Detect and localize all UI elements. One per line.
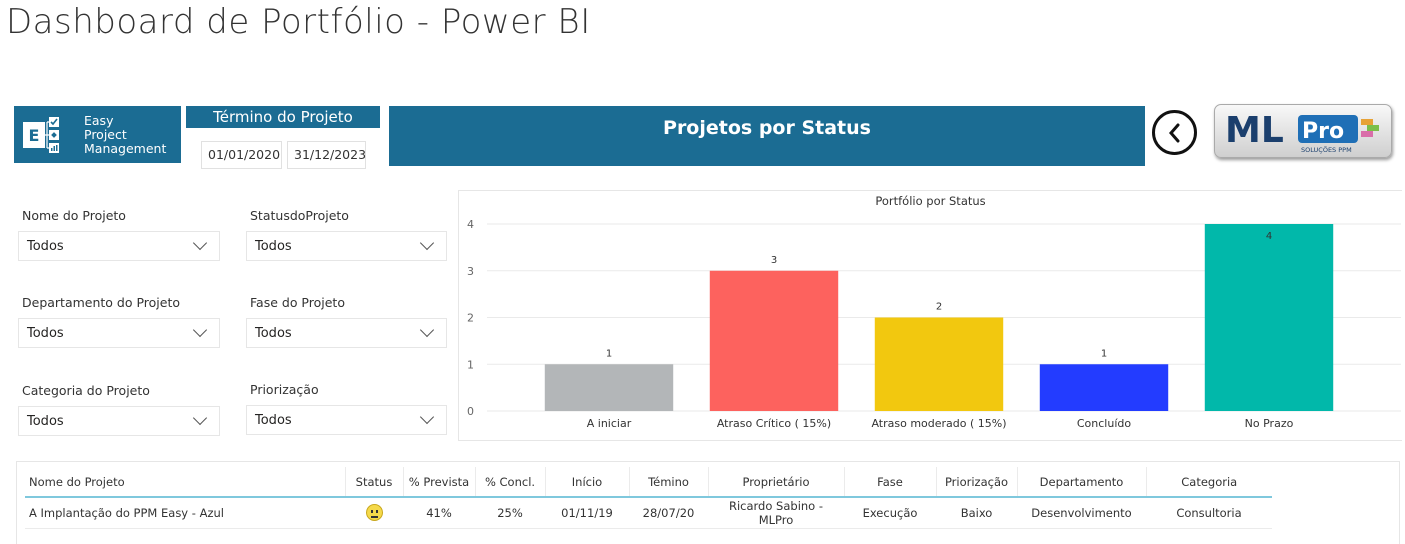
bar — [709, 270, 839, 411]
col-header-priorizacao[interactable]: Priorização — [936, 467, 1018, 498]
col-header-fase[interactable]: Fase — [844, 467, 937, 498]
cell-termino: 28/07/20 — [629, 497, 708, 529]
brand-pro: Pro — [1302, 119, 1344, 144]
table-row[interactable]: A Implantação do PPM Easy - Azul 41% 25%… — [25, 497, 1272, 529]
cell-categoria: Consultoria — [1146, 497, 1272, 529]
cell-concl: 25% — [475, 497, 545, 529]
cell-fase: Execução — [844, 497, 936, 529]
cell-nome: A Implantação do PPM Easy - Azul — [25, 497, 345, 529]
status-banner: Projetos por Status — [389, 106, 1145, 166]
data-label: 4 — [1266, 231, 1272, 242]
x-tick-label: Atraso moderado ( 15%) — [871, 417, 1006, 430]
col-header-status[interactable]: Status — [345, 467, 404, 498]
y-tick-label: 2 — [467, 312, 474, 325]
col-header-nome[interactable]: Nome do Projeto — [25, 467, 346, 498]
date-end-input[interactable]: 31/12/2023 — [287, 141, 366, 169]
col-header-categoria[interactable]: Categoria — [1146, 467, 1272, 498]
data-label: 2 — [936, 302, 942, 313]
slicer-priorizacao[interactable]: Todos — [246, 405, 447, 435]
y-tick-label: 0 — [467, 405, 474, 418]
slicer-label-nome: Nome do Projeto — [22, 208, 126, 223]
page-title: Dashboard de Portfólio - Power BI — [6, 2, 591, 42]
y-tick-label: 1 — [467, 358, 474, 371]
slicer-status-projeto[interactable]: Todos — [246, 231, 447, 261]
mlpro-logo: ML Pro SOLUÇÕES PPM — [1214, 104, 1392, 158]
easy-project-logo: E Easy Project Management — [14, 106, 181, 163]
y-tick-label: 3 — [467, 265, 474, 278]
slicer-departamento-projeto[interactable]: Todos — [18, 318, 220, 348]
status-chart: Portfólio por Status 0 1 2 3 4 1 A iniciar 3 Atr… — [458, 190, 1402, 441]
date-slicer-label: Término do Projeto — [186, 106, 380, 128]
chevron-down-icon — [192, 410, 208, 426]
epm-logo-icon: E — [23, 116, 59, 153]
data-label: 3 — [771, 255, 777, 266]
chart-title: Portfólio por Status — [875, 194, 986, 208]
cell-status — [345, 497, 403, 529]
chevron-left-icon — [1168, 123, 1179, 142]
logo-text: Easy Project Management — [84, 112, 167, 156]
chevron-down-icon — [192, 235, 208, 251]
slicer-value: Todos — [255, 238, 292, 254]
slicer-value: Todos — [27, 325, 64, 341]
slicer-label-categoria: Categoria do Projeto — [22, 383, 150, 398]
chevron-down-icon — [419, 322, 435, 338]
table-header-row: Nome do Projeto Status % Prevista % Conc… — [25, 467, 1272, 498]
data-label: 1 — [1101, 348, 1107, 359]
logo-line-project: Project — [84, 126, 127, 142]
col-header-concl[interactable]: % Concl. — [475, 467, 546, 498]
brand-tagline: SOLUÇÕES PPM — [1301, 145, 1352, 154]
cell-prevista: 41% — [403, 497, 475, 529]
projects-grid: Nome do Projeto Status % Prevista % Conc… — [25, 467, 1272, 529]
logo-line-easy: Easy — [84, 112, 114, 128]
col-header-prevista[interactable]: % Prevista — [403, 467, 476, 498]
x-tick-label: Atraso Crítico ( 15%) — [717, 417, 831, 430]
bar — [874, 317, 1004, 411]
status-bar-chart: 0 1 2 3 4 1 A iniciar 3 Atraso Crítico ( 15%) 2 At… — [467, 218, 1401, 430]
x-tick-label: Concluído — [1077, 417, 1131, 430]
slicer-label-departamento: Departamento do Projeto — [22, 295, 181, 310]
bar — [1039, 364, 1169, 411]
slicer-value: Todos — [255, 412, 292, 428]
mlpro-logo-graphic: ML Pro SOLUÇÕES PPM — [1225, 110, 1379, 154]
chevron-down-icon — [192, 322, 208, 338]
slicer-nome-projeto[interactable]: Todos — [18, 231, 220, 261]
slicer-value: Todos — [27, 413, 64, 429]
slicer-label-status: StatusdoProjeto — [250, 208, 349, 223]
col-header-inicio[interactable]: Início — [545, 467, 630, 498]
cell-inicio: 01/11/19 — [545, 497, 629, 529]
slicer-value: Todos — [27, 238, 64, 254]
slicer-label-fase: Fase do Projeto — [250, 295, 345, 310]
x-tick-label: No Prazo — [1245, 417, 1294, 430]
chevron-down-icon — [419, 409, 435, 425]
data-label: 1 — [606, 348, 612, 359]
col-header-proprietario[interactable]: Proprietário — [708, 467, 845, 498]
chevron-down-icon — [419, 235, 435, 251]
slicer-value: Todos — [255, 325, 292, 341]
cell-priorizacao: Baixo — [936, 497, 1017, 529]
bar — [1204, 224, 1334, 411]
col-header-departamento[interactable]: Departamento — [1017, 467, 1147, 498]
slicer-label-priorizacao: Priorização — [250, 382, 319, 397]
back-button[interactable] — [1152, 110, 1197, 155]
slicer-categoria-projeto[interactable]: Todos — [18, 406, 220, 436]
projects-table: Nome do Projeto Status % Prevista % Conc… — [16, 461, 1400, 544]
cell-departamento: Desenvolvimento — [1017, 497, 1146, 529]
date-start-input[interactable]: 01/01/2020 — [201, 141, 282, 169]
col-header-termino[interactable]: Témino — [629, 467, 709, 498]
y-tick-label: 4 — [467, 218, 474, 231]
x-tick-label: A iniciar — [587, 417, 632, 430]
brand-ml: ML — [1225, 110, 1284, 151]
slicer-fase-projeto[interactable]: Todos — [246, 318, 447, 348]
logo-line-management: Management — [84, 140, 167, 156]
neutral-face-icon — [365, 504, 383, 522]
cell-proprietario: Ricardo Sabino - MLPro — [708, 497, 844, 529]
logo-letter: E — [29, 126, 40, 145]
bar — [544, 364, 674, 411]
